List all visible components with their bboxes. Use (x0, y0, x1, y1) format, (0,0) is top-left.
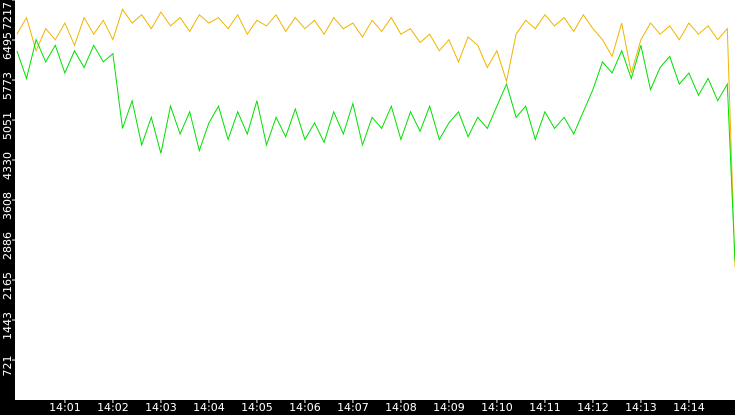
x-tick-label: 14:02 (97, 401, 129, 414)
x-tick-label: 14:13 (625, 401, 657, 414)
y-axis-band (0, 0, 15, 415)
x-tick-label: 14:01 (49, 401, 81, 414)
y-tick-label: 7217 (1, 2, 14, 30)
y-tick-label: 5051 (1, 112, 14, 140)
x-tick-label: 14:12 (577, 401, 609, 414)
x-tick-label: 14:03 (145, 401, 177, 414)
x-tick-label: 14:10 (481, 401, 513, 414)
x-tick-label: 14:09 (433, 401, 465, 414)
x-tick-label: 14:06 (289, 401, 321, 414)
y-tick-label: 5773 (1, 72, 14, 100)
y-tick-label: 2886 (1, 232, 14, 260)
y-tick-label: 2165 (1, 272, 14, 300)
x-tick-label: 14:11 (529, 401, 561, 414)
y-tick-label: 1443 (1, 312, 14, 340)
y-tick-label: 721 (1, 356, 14, 377)
series-line (16, 38, 735, 262)
x-axis-band (0, 400, 735, 415)
series-line (16, 8, 735, 268)
y-tick-label: 3608 (1, 192, 14, 220)
x-tick-label: 14:04 (193, 401, 225, 414)
x-tick-label: 14:08 (385, 401, 417, 414)
x-tick-label: 14:05 (241, 401, 273, 414)
x-tick-label: 14:14 (673, 401, 705, 414)
y-tick-label: 6495 (1, 32, 14, 60)
x-tick-label: 14:07 (337, 401, 369, 414)
y-tick-label: 4330 (1, 152, 14, 180)
